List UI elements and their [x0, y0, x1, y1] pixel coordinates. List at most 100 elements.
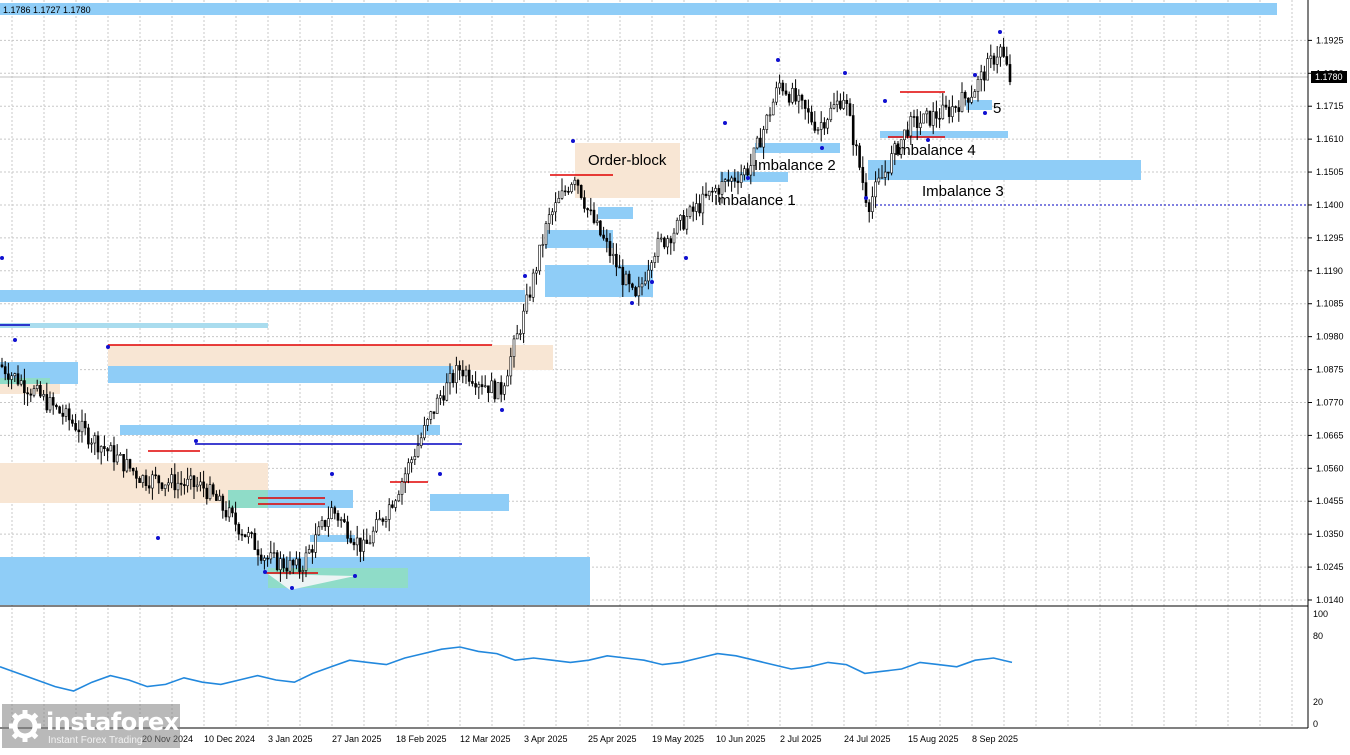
imbalance-zone — [120, 425, 440, 435]
candle-body — [842, 99, 845, 109]
candle-body — [45, 394, 49, 411]
candle-body — [199, 481, 202, 486]
candle-body — [378, 518, 381, 521]
candle-body — [147, 485, 151, 489]
osc-y-tick-label: 100 — [1313, 609, 1328, 619]
candle-body — [298, 558, 301, 572]
candle-body — [592, 209, 596, 223]
candle-body — [711, 190, 714, 193]
candle-body — [413, 456, 417, 460]
candle-body — [259, 554, 263, 561]
y-tick-label: 1.1505 — [1316, 167, 1344, 177]
y-tick-label: 1.0665 — [1316, 430, 1344, 440]
candle-body — [861, 167, 865, 183]
candle-body — [941, 104, 945, 120]
candle-body — [563, 190, 567, 193]
candle-body — [282, 558, 285, 569]
candle-body — [234, 512, 237, 525]
candle-body — [915, 116, 919, 128]
candle-body — [202, 481, 205, 489]
candle-body — [871, 196, 874, 212]
candle-body — [266, 557, 269, 560]
candle-body — [547, 214, 551, 224]
candle-body — [423, 425, 426, 439]
candle-body — [138, 478, 141, 483]
pivot-marker — [746, 176, 750, 180]
y-tick-label: 1.1295 — [1316, 233, 1344, 243]
candle-body — [560, 190, 564, 199]
pivot-marker — [330, 472, 334, 476]
brand-tagline: Instant Forex Trading — [48, 735, 143, 746]
candle-body — [314, 534, 317, 553]
candle-body — [746, 168, 749, 176]
x-tick-label: 10 Dec 2024 — [204, 734, 255, 744]
candle-body — [432, 411, 436, 414]
x-tick-label: 3 Jan 2025 — [268, 734, 313, 744]
candle-body — [522, 310, 525, 334]
candle-body — [0, 364, 4, 367]
candle-body — [99, 446, 103, 453]
candle-body — [19, 380, 23, 385]
candle-body — [189, 475, 193, 480]
candle-body — [387, 504, 391, 520]
candle-body — [579, 185, 583, 198]
candle-body — [416, 445, 420, 457]
candle-body — [215, 493, 218, 501]
candle-body — [80, 420, 84, 433]
gear-logo-icon — [9, 710, 41, 742]
y-tick-label: 1.0140 — [1316, 595, 1344, 605]
candle-body — [141, 475, 145, 483]
candle-body — [221, 495, 225, 511]
candle-body — [1008, 64, 1012, 83]
candle-body — [979, 71, 983, 80]
candle-body — [947, 106, 951, 117]
candle-body — [291, 559, 295, 566]
candle-body — [887, 171, 890, 174]
candle-body — [583, 197, 586, 209]
y-tick-label: 1.1085 — [1316, 299, 1344, 309]
candle-body — [752, 147, 756, 166]
candle-body — [906, 129, 909, 137]
candle-body — [707, 190, 711, 197]
x-tick-label: 3 Apr 2025 — [524, 734, 568, 744]
candle-body — [531, 272, 535, 298]
candle-body — [944, 104, 948, 108]
candle-body — [807, 108, 810, 113]
candle-body — [362, 539, 365, 552]
candle-body — [400, 481, 404, 495]
candle-body — [90, 442, 93, 445]
candle-body — [352, 542, 356, 546]
candle-body — [599, 220, 602, 236]
candle-body — [307, 549, 311, 554]
candle-body — [679, 214, 682, 221]
pivot-marker — [571, 139, 575, 143]
candle-body — [618, 266, 621, 269]
candle-body — [743, 168, 746, 176]
imbalance-zone — [720, 172, 788, 182]
pivot-marker — [650, 280, 654, 284]
candle-body — [77, 429, 81, 433]
candle-body — [330, 507, 333, 519]
candle-body — [61, 412, 65, 417]
candle-body — [512, 338, 516, 357]
candle-body — [122, 454, 125, 472]
candle-body — [247, 532, 250, 538]
candle-body — [224, 510, 228, 518]
candle-body — [250, 532, 253, 534]
candle-body — [528, 294, 532, 298]
candle-body — [205, 487, 209, 500]
candle-body — [381, 518, 385, 522]
imbalance-zone — [545, 230, 613, 248]
candle-body — [96, 435, 100, 453]
candle-body — [973, 91, 977, 98]
candle-body — [192, 475, 196, 488]
candle-body — [365, 539, 369, 544]
candle-body — [576, 179, 580, 186]
candle-body — [829, 107, 833, 121]
candle-body — [586, 208, 589, 211]
candle-body — [755, 137, 759, 149]
candle-body — [615, 253, 618, 268]
candle-body — [573, 179, 577, 185]
